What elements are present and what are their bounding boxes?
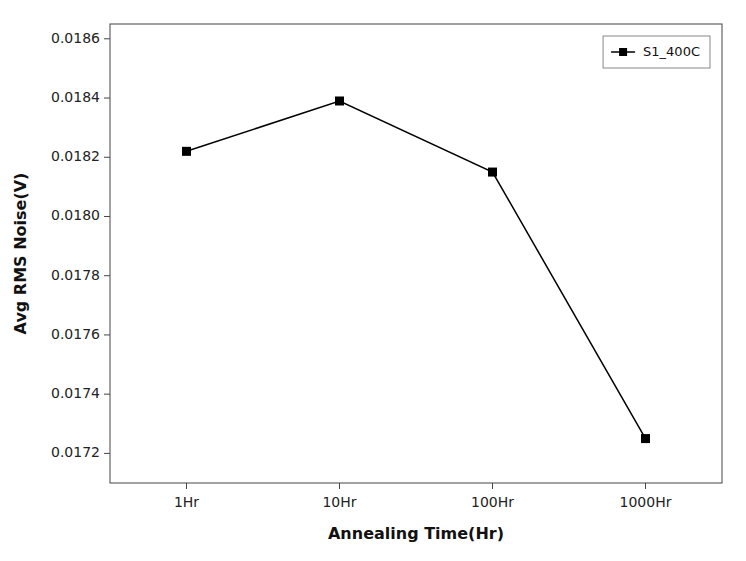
y-tick bbox=[104, 157, 110, 158]
y-tick bbox=[104, 275, 110, 276]
x-tick bbox=[645, 483, 646, 489]
y-tick bbox=[104, 394, 110, 395]
y-axis: 0.0172 0.0174 0.0176 0.0178 0.0180 0.0182 0.01… bbox=[51, 30, 110, 461]
y-tick-label: 0.0182 bbox=[51, 148, 100, 164]
data-point bbox=[488, 168, 497, 177]
background bbox=[0, 0, 746, 561]
y-tick-label: 0.0180 bbox=[51, 207, 100, 223]
x-tick-label: 1000Hr bbox=[620, 494, 672, 510]
legend-label: S1_400C bbox=[643, 44, 700, 59]
x-axis-label: Annealing Time(Hr) bbox=[328, 524, 504, 543]
y-tick-label: 0.0172 bbox=[51, 444, 100, 460]
y-tick-label: 0.0186 bbox=[51, 30, 100, 46]
y-tick bbox=[104, 98, 110, 99]
y-axis-label: Avg RMS Noise(V) bbox=[11, 173, 30, 335]
legend-box bbox=[603, 36, 710, 68]
x-tick-label: 1Hr bbox=[174, 494, 199, 510]
y-tick-label: 0.0174 bbox=[51, 385, 100, 401]
data-point bbox=[182, 147, 191, 156]
x-tick bbox=[492, 483, 493, 489]
y-tick-label: 0.0176 bbox=[51, 326, 100, 342]
y-tick-label: 0.0184 bbox=[51, 89, 100, 105]
chart-container: 0.0172 0.0174 0.0176 0.0178 0.0180 0.0182 0.01… bbox=[0, 0, 746, 561]
y-tick bbox=[104, 453, 110, 454]
series-line bbox=[187, 101, 646, 439]
chart-svg: 0.0172 0.0174 0.0176 0.0178 0.0180 0.0182 0.01… bbox=[0, 0, 746, 561]
data-point bbox=[641, 434, 650, 443]
x-tick-label: 100Hr bbox=[471, 494, 514, 510]
y-tick bbox=[104, 38, 110, 39]
legend-swatch-marker bbox=[619, 48, 627, 56]
y-tick bbox=[104, 334, 110, 335]
plot-area bbox=[182, 96, 650, 443]
legend: S1_400C bbox=[603, 36, 710, 68]
y-tick-label: 0.0178 bbox=[51, 267, 100, 283]
plot-frame bbox=[110, 24, 722, 483]
x-tick bbox=[186, 483, 187, 489]
data-point bbox=[335, 96, 344, 105]
x-tick bbox=[339, 483, 340, 489]
x-tick-label: 10Hr bbox=[322, 494, 356, 510]
x-axis: 1Hr 10Hr 100Hr 1000Hr bbox=[174, 483, 672, 510]
y-tick bbox=[104, 216, 110, 217]
